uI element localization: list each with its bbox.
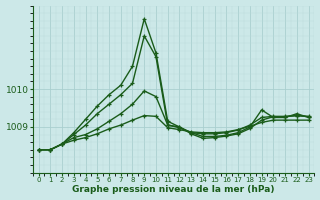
X-axis label: Graphe pression niveau de la mer (hPa): Graphe pression niveau de la mer (hPa) [72, 185, 275, 194]
